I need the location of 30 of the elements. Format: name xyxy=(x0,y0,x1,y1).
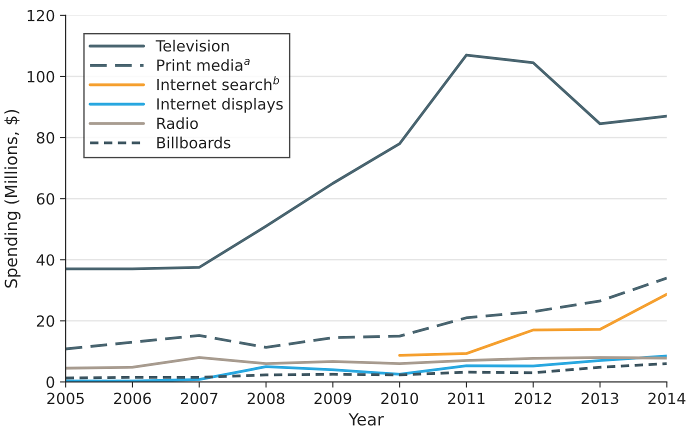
x-tick-label: 2009 xyxy=(314,392,352,404)
x-tick-label: 2010 xyxy=(381,392,418,404)
line-series xyxy=(66,276,667,350)
x-axis-title: Year xyxy=(348,413,384,426)
legend-label: Billboards xyxy=(157,136,230,148)
x-tick-label: 2012 xyxy=(514,392,552,404)
x-tick-label: 2005 xyxy=(47,392,84,404)
y-axis-title: Spending (Millions, $) xyxy=(4,110,21,288)
y-tick-label: 20 xyxy=(36,315,54,327)
x-tick-label: 2007 xyxy=(180,392,218,404)
y-tick-label: 80 xyxy=(36,132,54,144)
legend-label: Television xyxy=(156,40,229,52)
y-tick-label: 100 xyxy=(28,70,54,82)
legend-label: Internet displays xyxy=(157,98,283,113)
y-tick-label: 40 xyxy=(36,254,54,266)
x-tick-label: 2006 xyxy=(114,392,151,404)
y-tick-label: 60 xyxy=(36,193,54,205)
legend-label: Print media$^{a}$ xyxy=(157,58,250,71)
legend-label: Internet search$^{b}$ xyxy=(157,76,280,90)
legend-label: Radio xyxy=(157,117,198,130)
x-tick-label: 2011 xyxy=(448,392,484,404)
x-tick-label: 2014 xyxy=(648,392,686,404)
x-tick-label: 2008 xyxy=(248,392,284,404)
x-tick-label: 2013 xyxy=(582,392,618,404)
line-series xyxy=(66,54,667,270)
y-tick-label: 0 xyxy=(46,376,54,388)
line-series xyxy=(66,362,667,380)
line-series xyxy=(398,292,667,357)
line-series xyxy=(66,356,667,370)
y-tick-label: 120 xyxy=(28,10,54,22)
